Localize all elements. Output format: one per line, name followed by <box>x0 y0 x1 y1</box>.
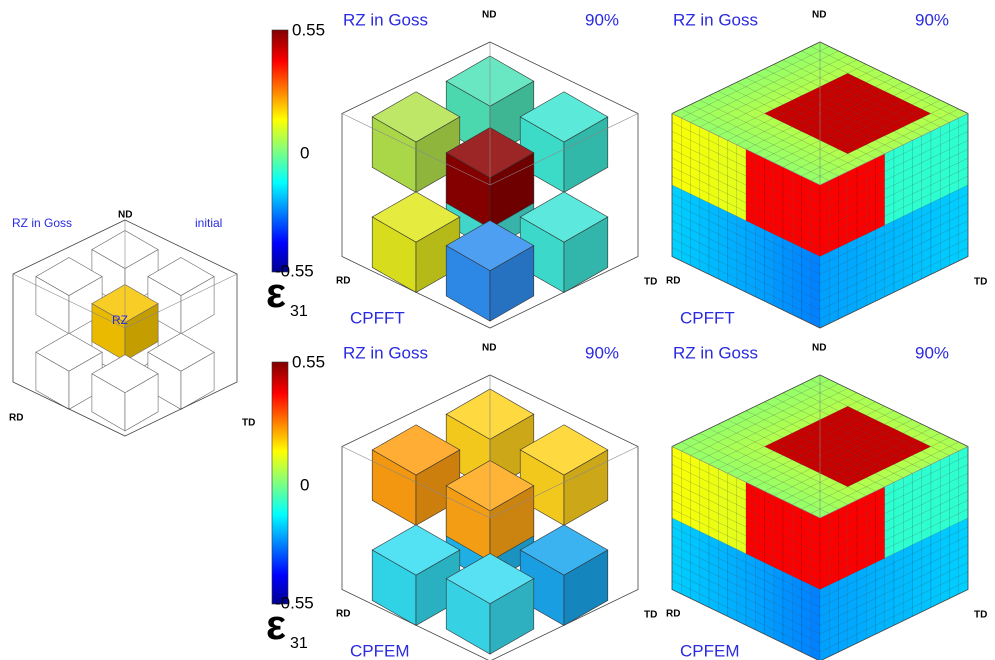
panel-title: RZ in Goss <box>12 216 72 230</box>
panel-title: RZ in Goss <box>673 10 758 29</box>
axis-label: TD <box>974 277 987 288</box>
axis-label: RD <box>336 609 350 620</box>
colorbar-max: 0.55 <box>292 352 325 371</box>
axis-label: TD <box>242 418 255 429</box>
colorbar-subscript: 31 <box>290 635 308 652</box>
colorbar-min: -0.55 <box>275 593 314 612</box>
cube-face <box>124 373 159 432</box>
box-edge <box>124 273 238 329</box>
axis-label: ND <box>482 10 496 21</box>
panel: RZ in Goss 90% ND RD TD CPFFT <box>336 10 657 329</box>
panel-deformation: 90% <box>915 10 949 29</box>
box-edge <box>489 446 639 519</box>
initial-panel: RZ in Goss initial ND RD TD RZ <box>9 210 255 437</box>
axis-label: TD <box>974 610 987 621</box>
cube-face <box>489 578 535 655</box>
panel: RZ in Goss 90% ND RD TD CPFEM <box>336 343 657 660</box>
box-edge <box>12 273 126 329</box>
axis-label: RD <box>666 276 680 287</box>
cube-face <box>489 245 535 322</box>
colorbar-symbol: ε <box>266 601 286 648</box>
box-edge <box>489 113 639 186</box>
colorbar-mid: 0 <box>300 475 309 494</box>
colorbar: 0.55 0 -0.55ε 31 <box>266 352 325 652</box>
axis-label: ND <box>482 343 496 354</box>
axis-label: TD <box>644 610 657 621</box>
colorbar-symbol: ε <box>266 269 286 316</box>
panel: RZ in Goss 90% ND RD TD CPFFT <box>666 10 987 329</box>
panel-deformation: 90% <box>585 343 619 362</box>
colorbar-max: 0.55 <box>292 20 325 39</box>
colorbar-mid: 0 <box>300 143 309 162</box>
panel: RZ in Goss 90% ND RD TD CPFEM <box>666 343 987 660</box>
axis-label: ND <box>118 210 132 221</box>
panel-title: RZ in Goss <box>343 343 428 362</box>
panel-state: initial <box>195 216 222 230</box>
colorbar-gradient <box>271 361 289 605</box>
panel-deformation: 90% <box>915 343 949 362</box>
box-edge <box>819 113 969 186</box>
colorbar-min: -0.55 <box>275 261 314 280</box>
box-edge <box>671 113 821 186</box>
axis-label: ND <box>812 10 826 21</box>
axis-label: RD <box>666 609 680 620</box>
panel-method: CPFFT <box>350 308 405 327</box>
voxel <box>810 647 821 660</box>
colorbar-gradient <box>271 29 289 273</box>
box-edge <box>341 446 491 519</box>
axis-label: RD <box>336 276 350 287</box>
colorbar: 0.55 0 -0.55ε 31 <box>266 20 325 320</box>
axis-label: RD <box>9 413 23 424</box>
axis-label: ND <box>812 343 826 354</box>
panel-deformation: 90% <box>585 10 619 29</box>
panel-title: RZ in Goss <box>343 10 428 29</box>
box-edge <box>819 446 969 519</box>
box-edge <box>671 446 821 519</box>
panel-title: RZ in Goss <box>673 343 758 362</box>
box-edge <box>341 113 491 186</box>
panel-method: CPFEM <box>350 641 410 660</box>
panel-method: CPFFT <box>680 308 735 327</box>
axis-label: TD <box>644 277 657 288</box>
panel-method: CPFEM <box>680 641 740 660</box>
colorbar-subscript: 31 <box>290 303 308 320</box>
region-label: RZ <box>112 313 128 327</box>
